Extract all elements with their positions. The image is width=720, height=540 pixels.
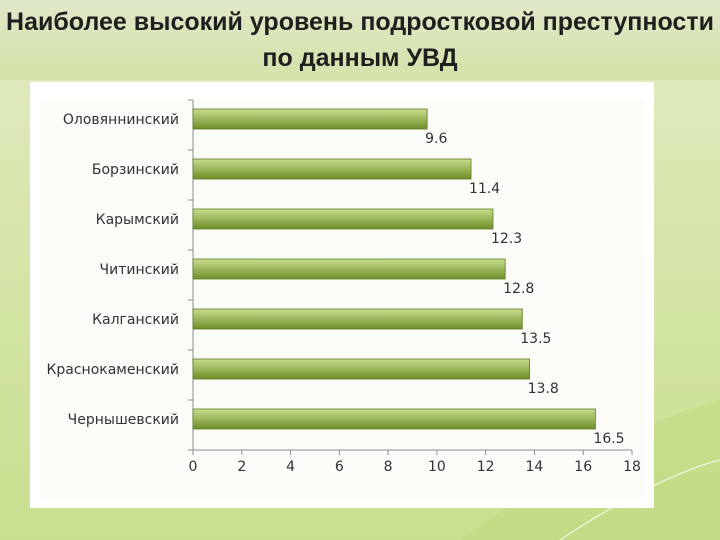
slide-title: Наиболее высокий уровень подростковой пр… [0,0,720,80]
category-label: Борзинский [92,162,179,178]
data-label: 16.5 [593,431,624,447]
bar [192,258,506,280]
bar [192,208,494,230]
x-tick-label: 8 [384,459,393,475]
data-label: 11.4 [469,181,500,197]
bar [192,108,428,130]
chart-container [30,82,654,508]
data-label: 12.8 [503,281,534,297]
bar [192,308,523,330]
bar [192,408,596,430]
category-label: Краснокаменский [46,362,179,378]
bar [192,158,472,180]
x-tick-label: 16 [574,459,592,475]
category-label: Чернышевский [68,412,179,428]
data-label: 13.5 [520,331,551,347]
data-label: 9.6 [425,131,447,147]
x-tick-label: 2 [237,459,246,475]
category-label: Читинский [100,262,179,278]
category-label: Оловяннинский [63,112,179,128]
data-label: 13.8 [528,381,559,397]
x-tick-label: 0 [189,459,198,475]
x-tick-label: 4 [286,459,295,475]
category-label: Калганский [92,312,179,328]
x-tick-label: 12 [477,459,495,475]
bar [192,358,530,380]
title-line-2: по данным УВД [262,44,458,72]
x-tick-label: 14 [526,459,544,475]
x-tick-label: 6 [335,459,344,475]
title-line-1: Наиболее высокий уровень подростковой пр… [6,8,714,36]
category-label: Карымский [96,212,179,228]
x-tick-label: 10 [428,459,446,475]
x-tick-label: 18 [623,459,641,475]
data-label: 12.3 [491,231,522,247]
